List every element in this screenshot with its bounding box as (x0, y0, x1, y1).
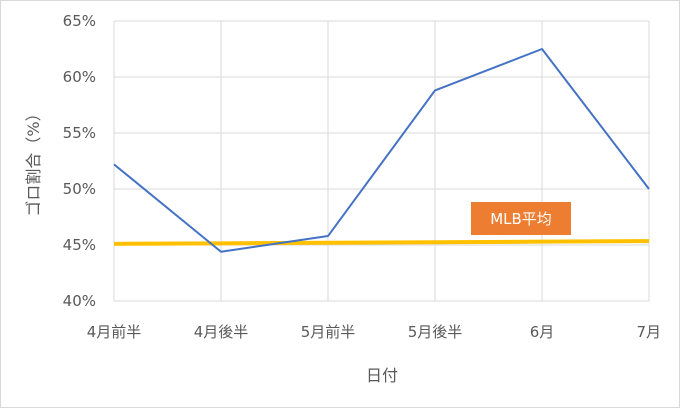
x-tick-label: 4月前半 (87, 323, 142, 341)
average-line (113, 239, 650, 246)
average-annotation: MLB平均 (471, 202, 571, 235)
series-line (113, 48, 650, 253)
y-tick-label: 55% (63, 124, 96, 142)
x-tick-label: 7月 (636, 323, 661, 341)
y-tick-label: 40% (63, 292, 96, 310)
x-axis-title: 日付 (366, 366, 398, 385)
x-tick-label: 5月前半 (301, 323, 356, 341)
series (113, 48, 650, 253)
x-axis-ticks: 4月前半 4月後半 5月前半 5月後半 6月 7月 (87, 323, 661, 341)
x-tick-label: 4月後半 (194, 323, 249, 341)
annotation-box (471, 202, 571, 235)
y-tick-label: 60% (63, 68, 96, 86)
annotation-label: MLB平均 (490, 210, 552, 228)
y-tick-label: 45% (63, 236, 96, 254)
x-tick-label: 5月後半 (408, 323, 463, 341)
x-tick-label: 6月 (530, 323, 555, 341)
y-tick-label: 50% (63, 180, 96, 198)
y-axis-ticks: 40% 45% 50% 55% 60% 65% (63, 12, 96, 310)
y-tick-label: 65% (63, 12, 96, 30)
grid (113, 20, 650, 302)
y-axis-title: ゴロ割合（%） (24, 105, 43, 216)
